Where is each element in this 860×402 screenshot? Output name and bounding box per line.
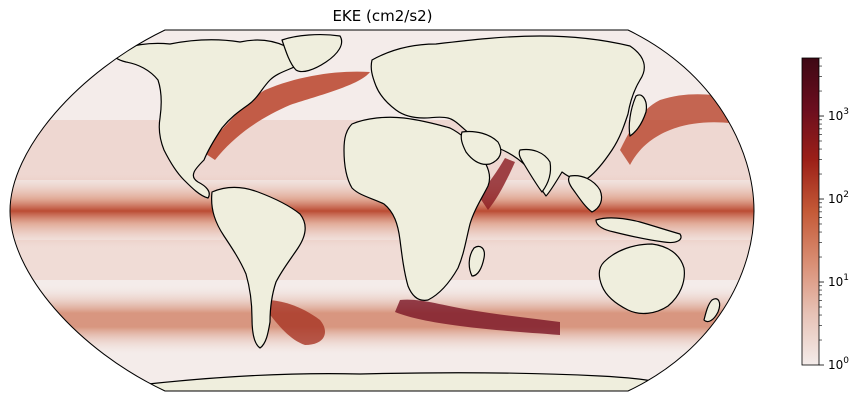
brazil-malvinas-hotspot (265, 300, 325, 345)
japan (628, 94, 647, 137)
agulhas-hotspot (395, 299, 560, 335)
arabia (460, 130, 502, 165)
india (518, 148, 552, 193)
indonesia (595, 217, 682, 244)
land-masses (99, 34, 721, 391)
south-america (211, 186, 306, 349)
ocean-field (10, 30, 754, 391)
colorbar-tick-label: 103 (828, 107, 849, 123)
gulf-stream-hotspot (200, 71, 370, 160)
north-america (113, 39, 305, 199)
colorbar: 100 101 102 103 (801, 57, 849, 372)
map-title: EKE (cm2/s2) (332, 7, 433, 25)
colorbar-scale (801, 57, 820, 366)
kuroshio-hotspot (620, 94, 745, 165)
colorbar-ticks: 100 101 102 103 (819, 57, 849, 372)
southeast-asia (568, 175, 603, 213)
colorbar-tick-label: 102 (828, 190, 849, 206)
greenland (281, 34, 343, 73)
colorbar-tick-label: 101 (828, 273, 849, 289)
eurasia (370, 35, 645, 197)
somali-current-hotspot (478, 158, 515, 210)
map-frame (9, 29, 755, 392)
colorbar-tick-label: 100 (828, 356, 849, 372)
new-zealand (703, 298, 721, 323)
africa (343, 116, 491, 301)
antarctica (99, 372, 691, 391)
madagascar (468, 245, 485, 277)
australia (598, 243, 685, 315)
